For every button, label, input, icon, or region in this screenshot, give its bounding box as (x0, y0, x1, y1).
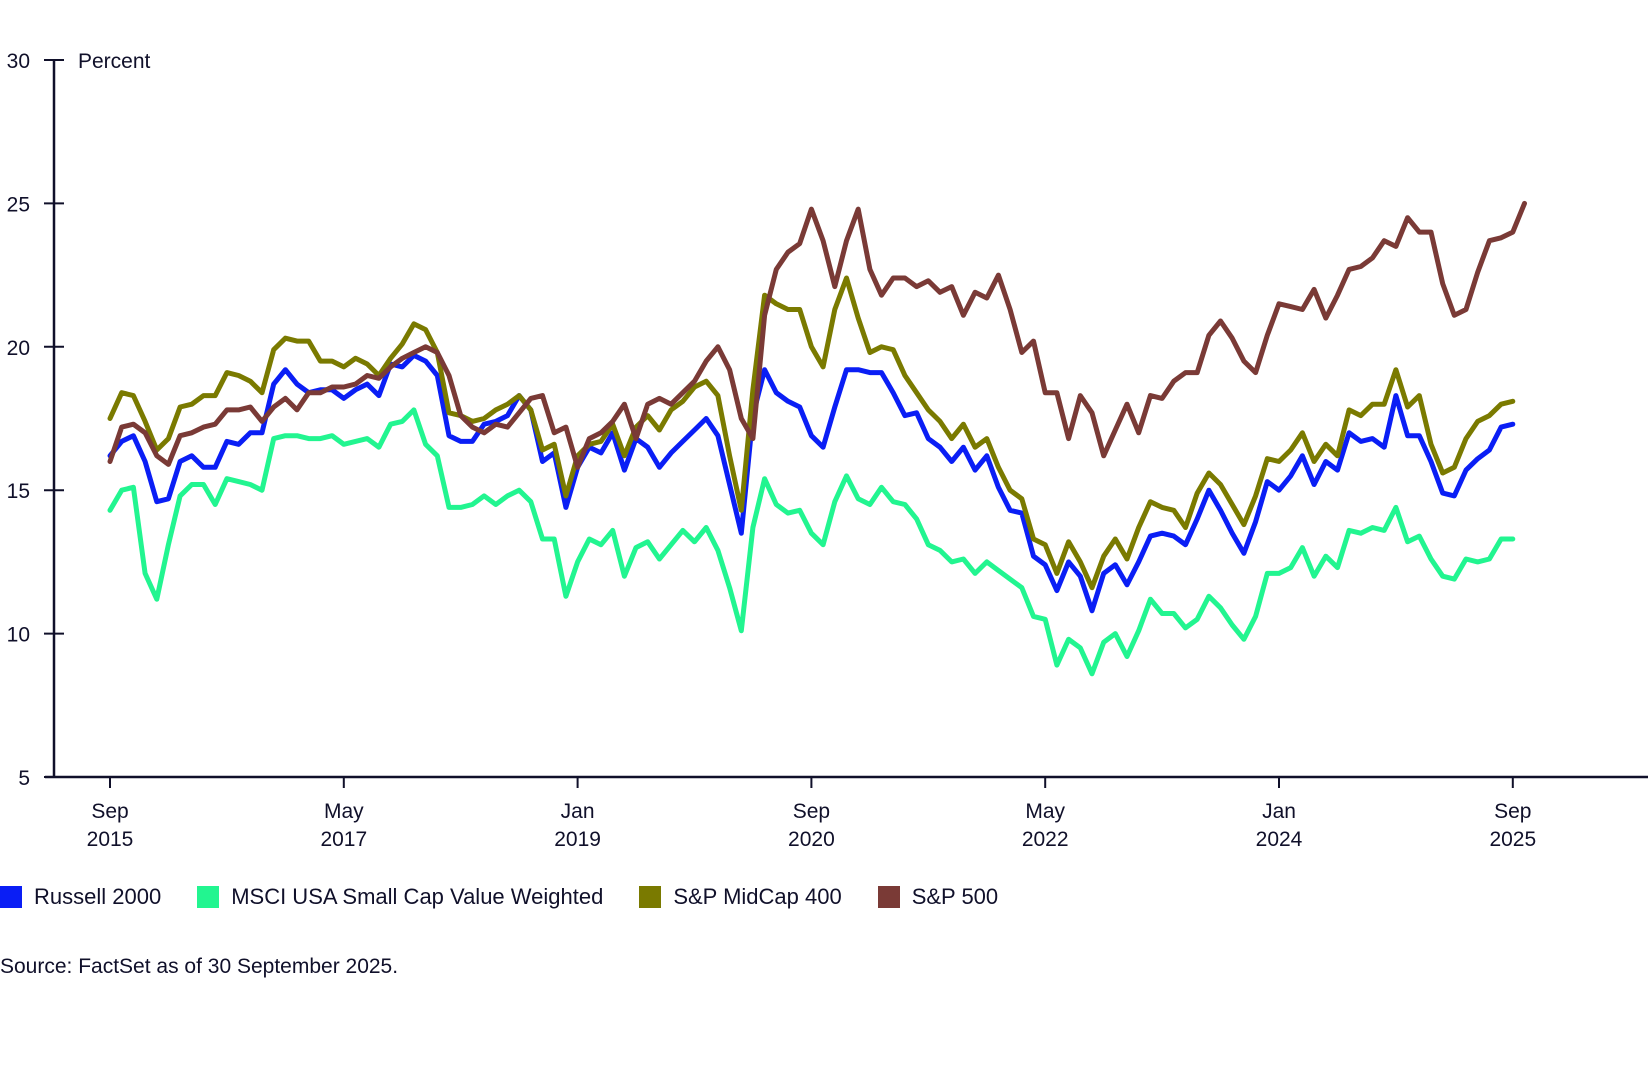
x-tick-label-year: 2020 (788, 828, 835, 851)
legend-swatch (877, 886, 900, 908)
x-tick-label-year: 2024 (1256, 828, 1303, 851)
series-line-russell-2000 (107, 352, 1516, 614)
legend-label: Russell 2000 (34, 884, 162, 909)
legend-item-sp-500: S&P 500 (877, 884, 999, 910)
y-tick-label: 5 (18, 767, 30, 790)
x-tick-label-month: Jan (1262, 800, 1296, 823)
series-lines (107, 200, 1527, 677)
legend-item-russell-2000: Russell 2000 (0, 884, 161, 910)
x-tick-label-month: Sep (793, 800, 830, 823)
legend-label: MSCI USA Small Cap Value Weighted (231, 884, 604, 909)
x-ticks: Sep 2015 May 2017 Jan 2019 Sep 2020 May 2022 Jan 20… (87, 777, 1536, 851)
legend-swatch (197, 886, 220, 908)
x-tick-label-month: Sep (91, 800, 128, 823)
source-note: Source: FactSet as of 30 September 2025. (0, 955, 399, 978)
legend-swatch (639, 886, 662, 908)
legend-label: S&P 500 (911, 884, 999, 909)
y-tick-label: 25 (7, 193, 30, 216)
axes (45, 60, 1648, 779)
legend-item-sp-midcap-400: S&P MidCap 400 (639, 884, 842, 910)
y-tick-label: 20 (7, 337, 30, 360)
y-axis-label: Percent (78, 50, 151, 73)
y-ticks: 5 10 15 20 25 30 (7, 50, 64, 790)
x-tick-label-year: 2017 (320, 828, 367, 851)
x-tick-label-month: Jan (561, 800, 595, 823)
series-line-s-p-midcap-400 (107, 275, 1516, 591)
series-line-s-p-500 (107, 200, 1527, 470)
x-tick-label-month: Sep (1494, 800, 1531, 823)
legend-swatch (0, 886, 22, 908)
y-tick-label: 10 (7, 624, 30, 647)
legend: Russell 2000 MSCI USA Small Cap Value We… (0, 884, 1034, 910)
x-tick-label-year: 2022 (1022, 828, 1069, 851)
x-tick-label-year: 2025 (1489, 828, 1536, 851)
legend-item-msci-usa-small-cap-value: MSCI USA Small Cap Value Weighted (197, 884, 603, 910)
y-tick-label: 30 (7, 50, 30, 73)
x-tick-label-year: 2019 (554, 828, 601, 851)
series-line-msci-usa-small-cap-value-weighted (107, 407, 1516, 677)
x-tick-label-month: May (1025, 800, 1065, 823)
y-tick-label: 15 (7, 480, 30, 503)
x-tick-label-year: 2015 (87, 828, 134, 851)
legend-label: S&P MidCap 400 (673, 884, 842, 909)
x-tick-label-month: May (324, 800, 364, 823)
